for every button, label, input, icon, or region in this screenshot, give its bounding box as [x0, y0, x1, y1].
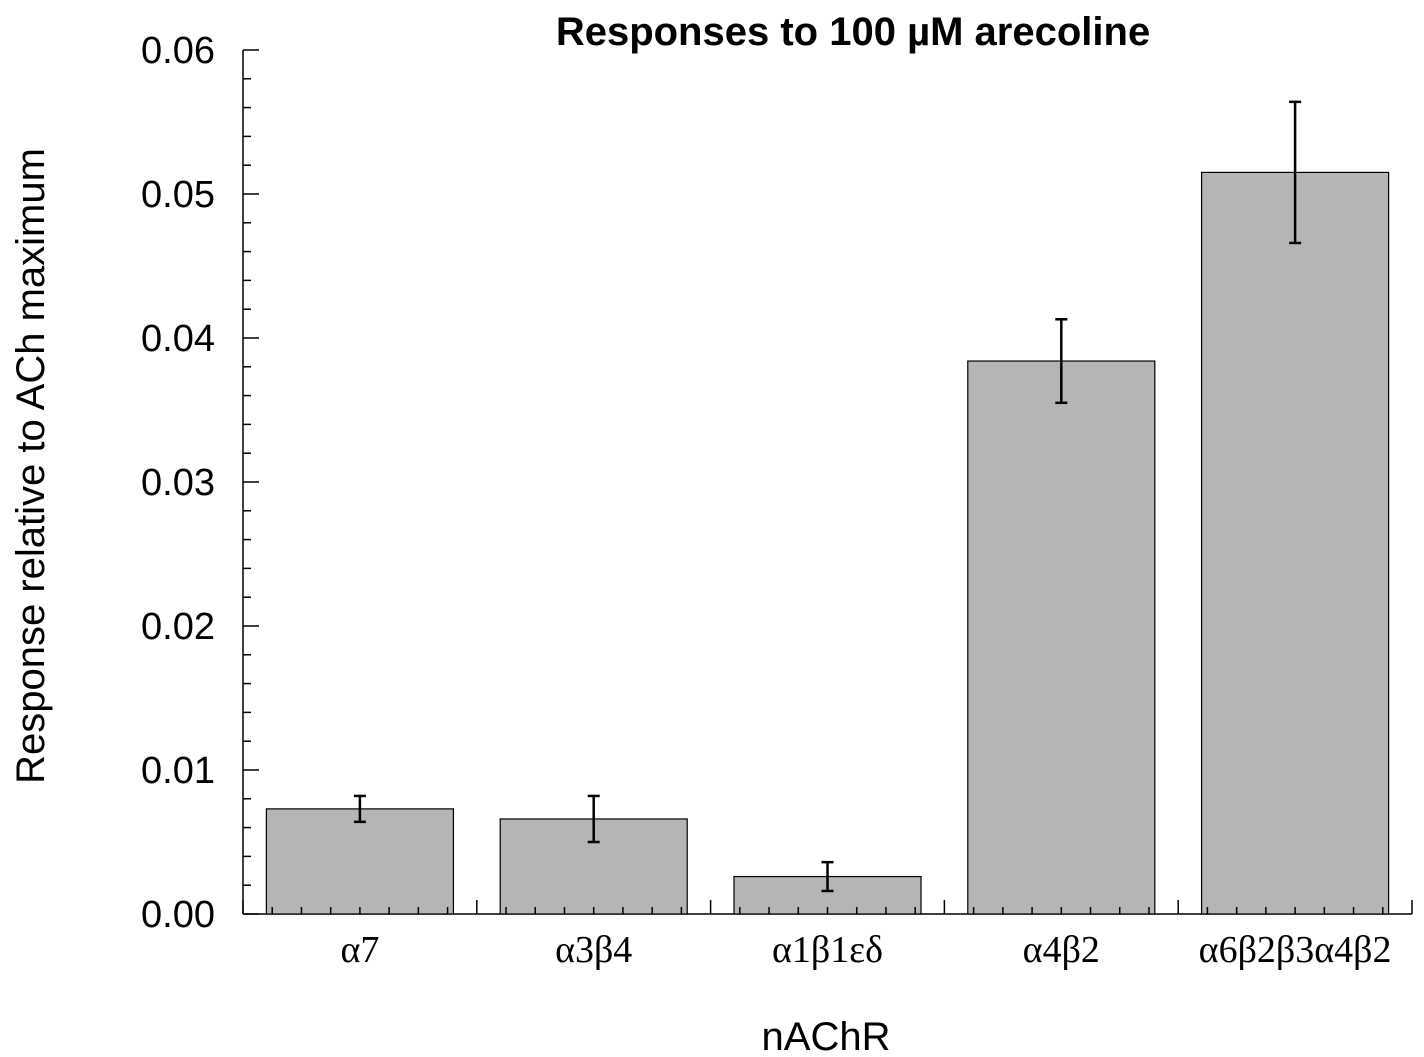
bar-0 [265, 808, 455, 915]
bar-3 [967, 360, 1156, 915]
x-tick-label: α3β4 [555, 929, 632, 971]
y-tick-label: 0.04 [141, 318, 215, 360]
chart-title: Responses to 100 µM arecoline [556, 10, 1150, 54]
x-axis-label: nAChR [762, 1015, 891, 1057]
x-tick-label: α7 [340, 929, 379, 971]
y-axis-label: Response relative to ACh maximum [9, 148, 53, 784]
x-tick-label: α4β2 [1023, 929, 1100, 971]
y-tick-label: 0.06 [141, 30, 215, 72]
y-tick-label: 0.00 [141, 894, 215, 936]
x-tick-label: α1β1εδ [772, 929, 883, 971]
y-tick-label: 0.02 [141, 606, 215, 648]
plot-area: 0.00 0.01 0.02 0.03 0.04 0.05 0.06 α7 α3β4 α1β1εδ… [141, 30, 1413, 971]
x-tick-label: α6β2β3α4β2 [1199, 929, 1392, 971]
y-tick-label: 0.05 [141, 174, 215, 216]
bar-4 [1200, 171, 1390, 915]
y-tick-label: 0.03 [141, 462, 215, 504]
y-tick-label: 0.01 [141, 750, 215, 792]
